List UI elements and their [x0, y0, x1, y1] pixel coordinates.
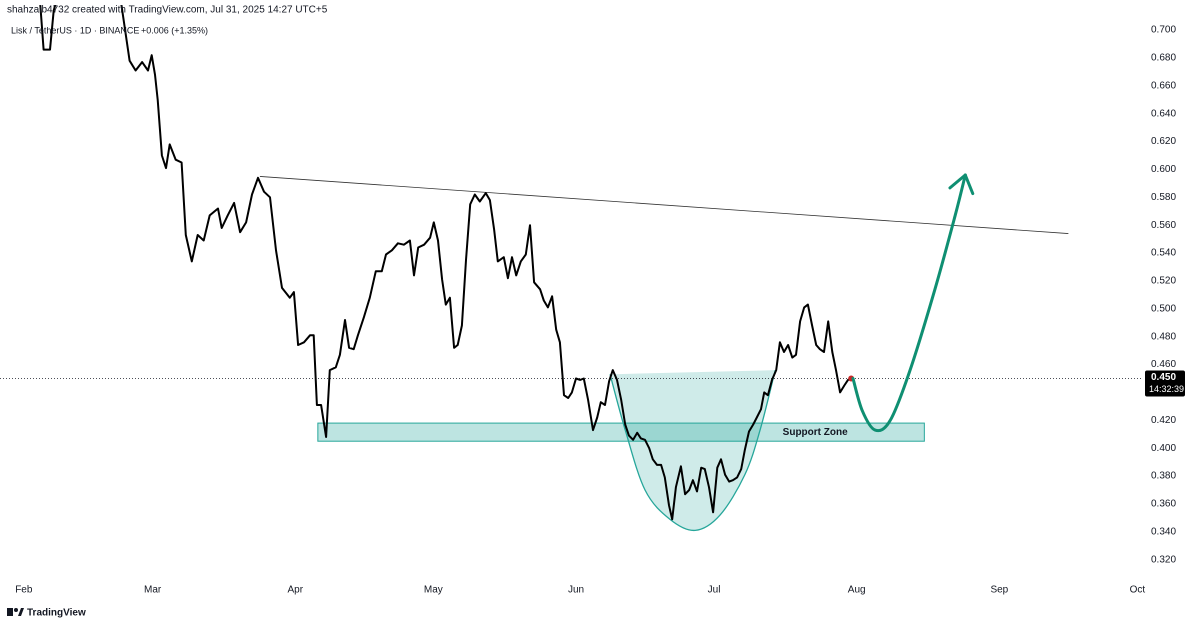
y-tick-label: 0.660 — [1151, 80, 1176, 91]
trendline — [259, 176, 1069, 234]
plot-area — [0, 5, 1142, 532]
price-change: +0.006 (+1.35%) — [141, 25, 208, 35]
y-tick-label: 0.480 — [1151, 331, 1176, 342]
x-tick-label: May — [424, 585, 443, 596]
x-tick-label: Oct — [1130, 585, 1146, 596]
y-tick-label: 0.700 — [1151, 25, 1176, 36]
y-tick-label: 0.520 — [1151, 276, 1176, 287]
y-tick-label: 0.420 — [1151, 415, 1176, 426]
x-tick-label: Jun — [568, 585, 584, 596]
x-tick-label: Aug — [848, 585, 866, 596]
x-tick-label: Sep — [990, 585, 1008, 596]
support-zone-label: Support Zone — [783, 427, 848, 438]
y-tick-label: 0.620 — [1151, 136, 1176, 147]
y-tick-label: 0.680 — [1151, 53, 1176, 64]
last-price-label: 0.450 — [1151, 372, 1176, 383]
countdown: 14:32:39 — [1149, 384, 1184, 394]
cup-fill — [610, 370, 776, 531]
x-tick-label: Apr — [288, 585, 304, 596]
arrow-head — [948, 173, 967, 190]
y-tick-label: 0.320 — [1151, 554, 1176, 565]
y-tick-label: 0.460 — [1151, 359, 1176, 370]
y-tick-label: 0.560 — [1151, 220, 1176, 231]
price-line — [39, 5, 852, 521]
support-zone — [317, 422, 925, 442]
last-price-badge — [1145, 370, 1185, 397]
y-tick-label: 0.400 — [1151, 443, 1176, 454]
y-tick-label: 0.380 — [1151, 471, 1176, 482]
chart-title: Lisk / TetherUS · 1D · BINANCE — [11, 25, 139, 35]
x-tick-label: Mar — [144, 585, 162, 596]
x-tick-label: Feb — [15, 585, 33, 596]
y-tick-label: 0.640 — [1151, 108, 1176, 119]
brand-name: TradingView — [27, 608, 86, 619]
arrow-head — [963, 173, 975, 196]
projection-path — [851, 173, 967, 433]
y-tick-label: 0.580 — [1151, 192, 1176, 203]
y-tick-label: 0.540 — [1151, 248, 1176, 259]
cup-curve — [609, 369, 776, 532]
brand-logo — [7, 608, 24, 616]
credit: shahzaib4732 created with TradingView.co… — [7, 5, 328, 16]
y-tick-label: 0.360 — [1151, 499, 1176, 510]
y-tick-label: 0.600 — [1151, 164, 1176, 175]
x-tick-label: Jul — [708, 585, 721, 596]
y-tick-label: 0.500 — [1151, 303, 1176, 314]
y-tick-label: 0.340 — [1151, 526, 1176, 537]
